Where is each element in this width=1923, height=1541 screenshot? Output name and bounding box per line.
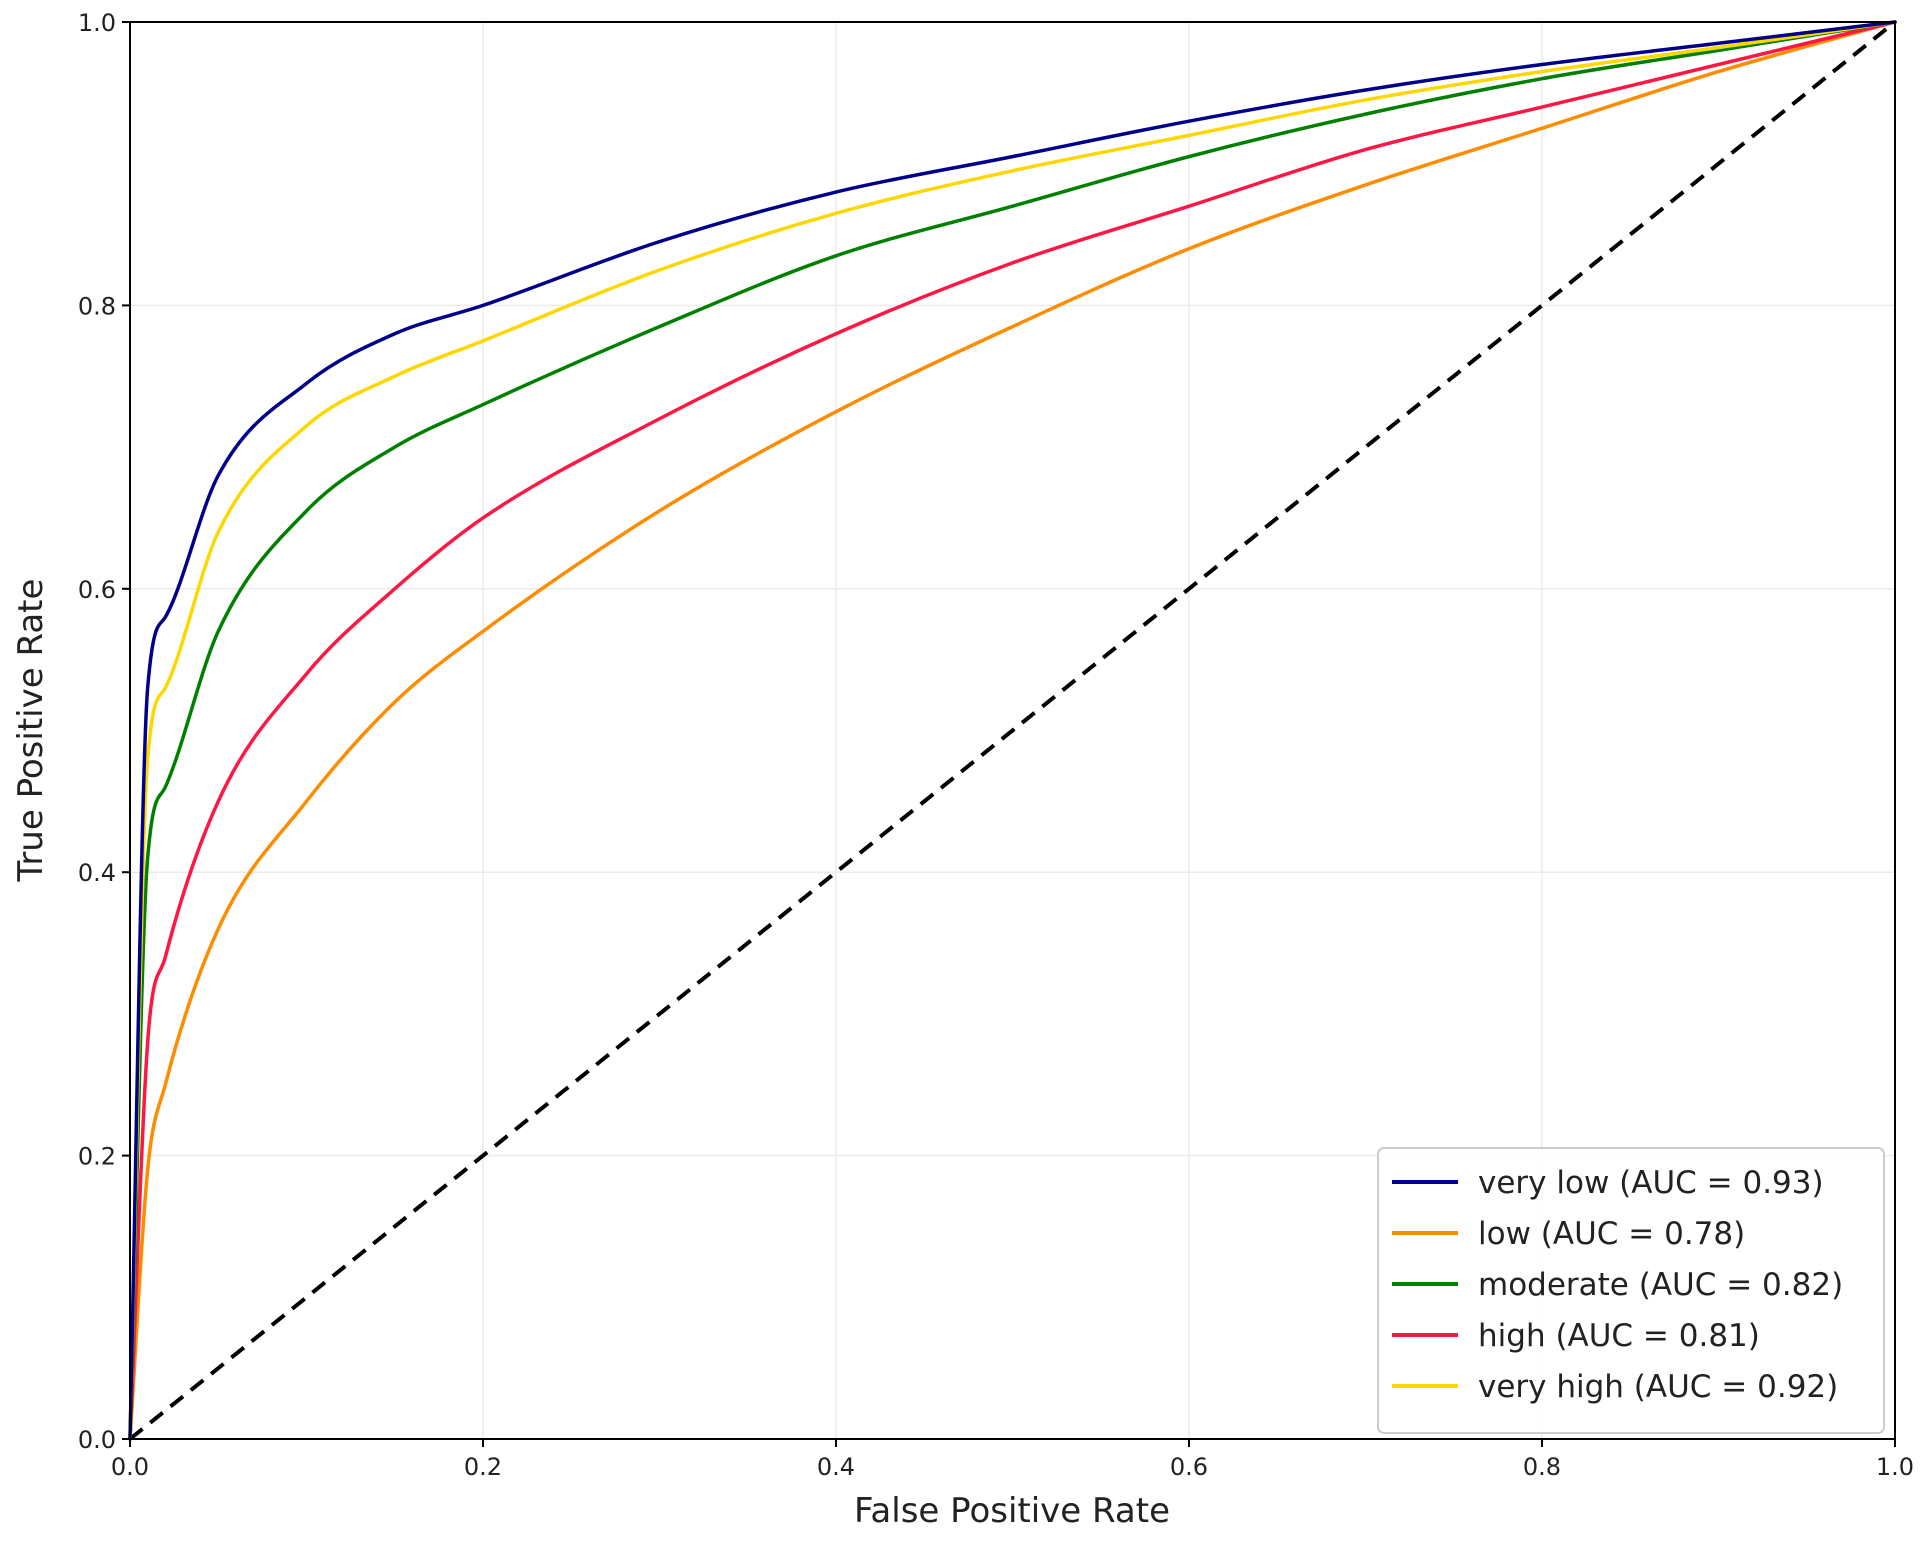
- y-tick-label: 0.6: [78, 576, 116, 604]
- x-tick-label: 0.8: [1523, 1453, 1561, 1481]
- series-line-2: [128, 20, 1897, 1441]
- x-tick-label: 0.2: [464, 1453, 502, 1481]
- chance-diagonal: [128, 20, 1897, 1441]
- legend-label: high (AUC = 0.81): [1478, 1318, 1760, 1354]
- series-line-4: [128, 20, 1897, 1441]
- x-tick-label: 0.4: [817, 1453, 855, 1481]
- series-line-1: [128, 20, 1897, 1441]
- x-tick-label: 1.0: [1876, 1453, 1914, 1481]
- y-tick-label: 0.8: [78, 292, 116, 320]
- plot-frame: [129, 21, 1896, 1440]
- grid: [129, 21, 1896, 1440]
- chance-line: [128, 20, 1897, 1441]
- legend-box: [1377, 1147, 1885, 1434]
- legend-label: very low (AUC = 0.93): [1478, 1165, 1824, 1201]
- y-axis-label: True Positive Rate: [11, 579, 51, 883]
- legend: very low (AUC = 0.93) low (AUC = 0.78) mod…: [1377, 1147, 1885, 1434]
- axis-ticks: 0.0 0.2 0.4 0.6 0.8 1.0 0.0 0.2 0.4 0.6 0.8 1.0: [78, 9, 1914, 1481]
- y-tick-label: 0.4: [78, 859, 116, 887]
- x-tick-label: 0.0: [111, 1453, 149, 1481]
- series-line-0: [128, 20, 1897, 1441]
- legend-label: moderate (AUC = 0.82): [1478, 1267, 1843, 1303]
- y-tick-label: 0.0: [78, 1426, 116, 1454]
- series-lines: [128, 20, 1897, 1441]
- x-axis-label: False Positive Rate: [854, 1491, 1170, 1531]
- series-line-3: [128, 20, 1897, 1441]
- y-tick-label: 0.2: [78, 1143, 116, 1171]
- y-tick-label: 1.0: [78, 9, 116, 37]
- x-tick-label: 0.6: [1170, 1453, 1208, 1481]
- legend-label: very high (AUC = 0.92): [1478, 1369, 1838, 1405]
- legend-label: low (AUC = 0.78): [1478, 1216, 1745, 1252]
